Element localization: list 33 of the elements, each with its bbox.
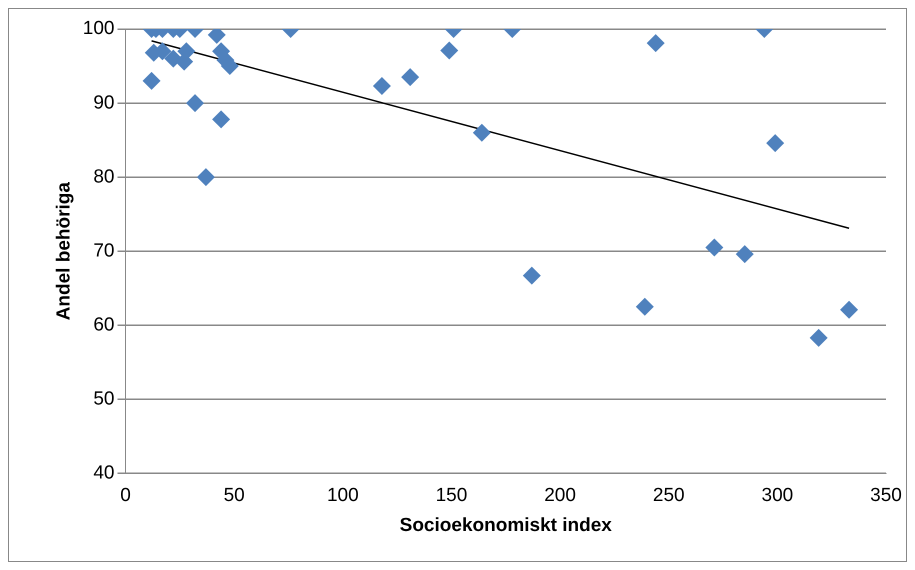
point	[440, 41, 458, 60]
y-axis-title: Andel behöriga	[54, 182, 75, 320]
point	[736, 245, 754, 264]
point	[840, 300, 858, 319]
point	[705, 238, 724, 256]
point	[372, 77, 391, 96]
x-tick-label: 300	[762, 485, 794, 506]
y-tick-label: 70	[93, 240, 114, 262]
y-tick-label: 40	[93, 462, 114, 484]
point	[810, 328, 828, 347]
point	[522, 266, 541, 285]
x-axis-title: Socioekonomiskt index	[400, 514, 612, 536]
y-tick-label: 90	[93, 92, 114, 114]
y-tick-label: 100	[82, 18, 114, 40]
point	[646, 34, 665, 52]
x-tick-label: 250	[652, 485, 685, 506]
x-tick-label: 150	[436, 485, 468, 506]
point	[196, 168, 215, 186]
point	[142, 72, 161, 90]
point	[401, 68, 420, 86]
x-tick-label: 350	[870, 485, 902, 506]
point	[636, 298, 654, 316]
y-tick-label: 60	[93, 314, 114, 336]
y-tick-label: 50	[93, 388, 114, 410]
point	[472, 124, 491, 142]
point	[186, 94, 204, 112]
y-tick-label: 80	[93, 166, 114, 188]
point	[212, 110, 230, 128]
x-tick-label: 50	[224, 485, 245, 506]
x-tick-label: 200	[544, 485, 576, 506]
x-tick-label: 0	[120, 485, 131, 506]
point	[766, 134, 784, 152]
x-tick-label: 100	[326, 485, 359, 506]
